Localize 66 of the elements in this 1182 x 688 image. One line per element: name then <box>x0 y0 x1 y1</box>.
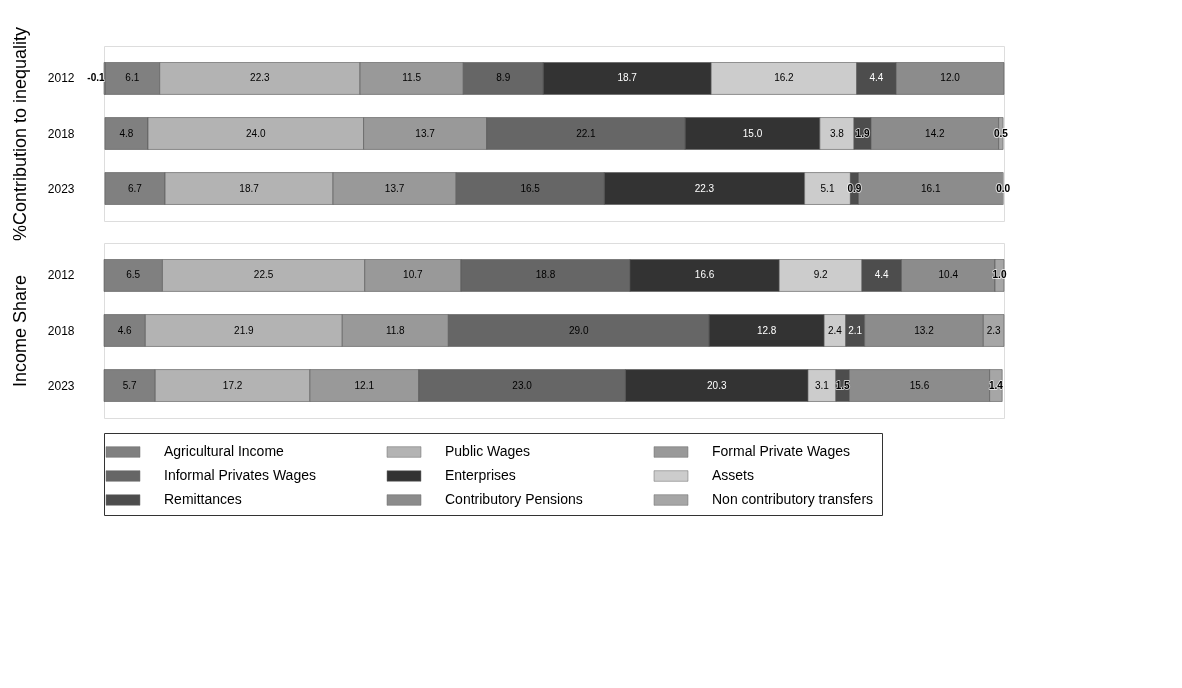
data-label: 1.5 <box>835 379 850 391</box>
data-label: 16.6 <box>694 269 715 281</box>
data-label: 2.4 <box>828 324 843 336</box>
y-axis-title: %Contribution to inequality <box>9 26 30 242</box>
y-tick-label: 2018 <box>47 126 75 141</box>
data-label: 22.3 <box>250 72 271 84</box>
data-label: 12.8 <box>756 324 777 336</box>
data-label: 18.7 <box>239 182 260 194</box>
data-label: 12.0 <box>940 72 961 84</box>
data-label: 4.6 <box>117 324 133 336</box>
data-label: 24.0 <box>246 127 266 139</box>
legend-label: Enterprises <box>445 467 516 483</box>
data-label: 4.8 <box>119 127 134 139</box>
data-label: 18.8 <box>535 269 556 281</box>
data-label: 6.7 <box>128 182 143 194</box>
y-tick-label: 2023 <box>47 181 75 196</box>
data-label: 1.4 <box>988 379 1004 391</box>
data-label: 3.1 <box>814 379 830 391</box>
data-label: 15.6 <box>909 379 930 391</box>
y-tick-label: 2012 <box>47 71 75 86</box>
data-label: 22.5 <box>253 269 274 281</box>
legend-label: Assets <box>712 467 755 483</box>
data-label: 14.2 <box>925 127 946 139</box>
data-label: 4.4 <box>869 72 884 84</box>
data-label: 6.1 <box>125 72 140 84</box>
data-label: 16.1 <box>921 182 941 194</box>
data-label: 2.3 <box>986 324 1002 336</box>
data-label: 3.8 <box>829 127 845 139</box>
legend-label: Contributory Pensions <box>445 491 583 507</box>
data-label: 15.0 <box>742 127 763 139</box>
data-label: 16.5 <box>520 182 541 194</box>
data-label: 22.1 <box>576 127 597 139</box>
legend-label: Non contributory transfers <box>712 491 874 507</box>
legend-label: Informal Privates Wages <box>164 467 316 483</box>
data-label: 13.7 <box>384 182 405 194</box>
data-label: 1.0 <box>992 269 1007 281</box>
data-label: 5.1 <box>820 182 835 194</box>
data-label: 29.0 <box>568 324 589 336</box>
legend-label: Remittances <box>164 491 242 507</box>
data-label: 13.7 <box>415 127 436 139</box>
data-label: 10.4 <box>938 269 959 281</box>
data-label: 5.7 <box>122 379 138 391</box>
legend-label: Agricultural Income <box>164 443 285 459</box>
data-label: 11.8 <box>385 324 406 336</box>
data-label: 21.9 <box>234 324 254 336</box>
data-label: 6.5 <box>126 269 141 281</box>
data-label: 9.2 <box>813 269 828 281</box>
data-label: 16.2 <box>774 72 795 84</box>
y-tick-label: 2012 <box>47 268 75 283</box>
data-label: 22.3 <box>694 182 715 194</box>
data-label: 18.7 <box>617 72 638 84</box>
data-label: 4.4 <box>874 269 890 281</box>
y-tick-label: 2023 <box>47 378 75 393</box>
legend-label: Formal Private Wages <box>712 443 850 459</box>
legend-label: Public Wages <box>445 443 531 459</box>
data-label: 8.9 <box>496 72 511 84</box>
data-label: 2.1 <box>848 324 863 336</box>
y-tick-label: 2018 <box>47 323 75 338</box>
data-label: 13.2 <box>914 324 935 336</box>
data-label: 11.5 <box>402 72 422 84</box>
data-label: 12.1 <box>354 379 375 391</box>
data-label: 10.7 <box>403 269 424 281</box>
data-label: 17.2 <box>222 379 243 391</box>
y-axis-title: Income Share <box>9 274 30 388</box>
data-label: 23.0 <box>512 379 533 391</box>
data-label: 20.3 <box>707 379 727 391</box>
